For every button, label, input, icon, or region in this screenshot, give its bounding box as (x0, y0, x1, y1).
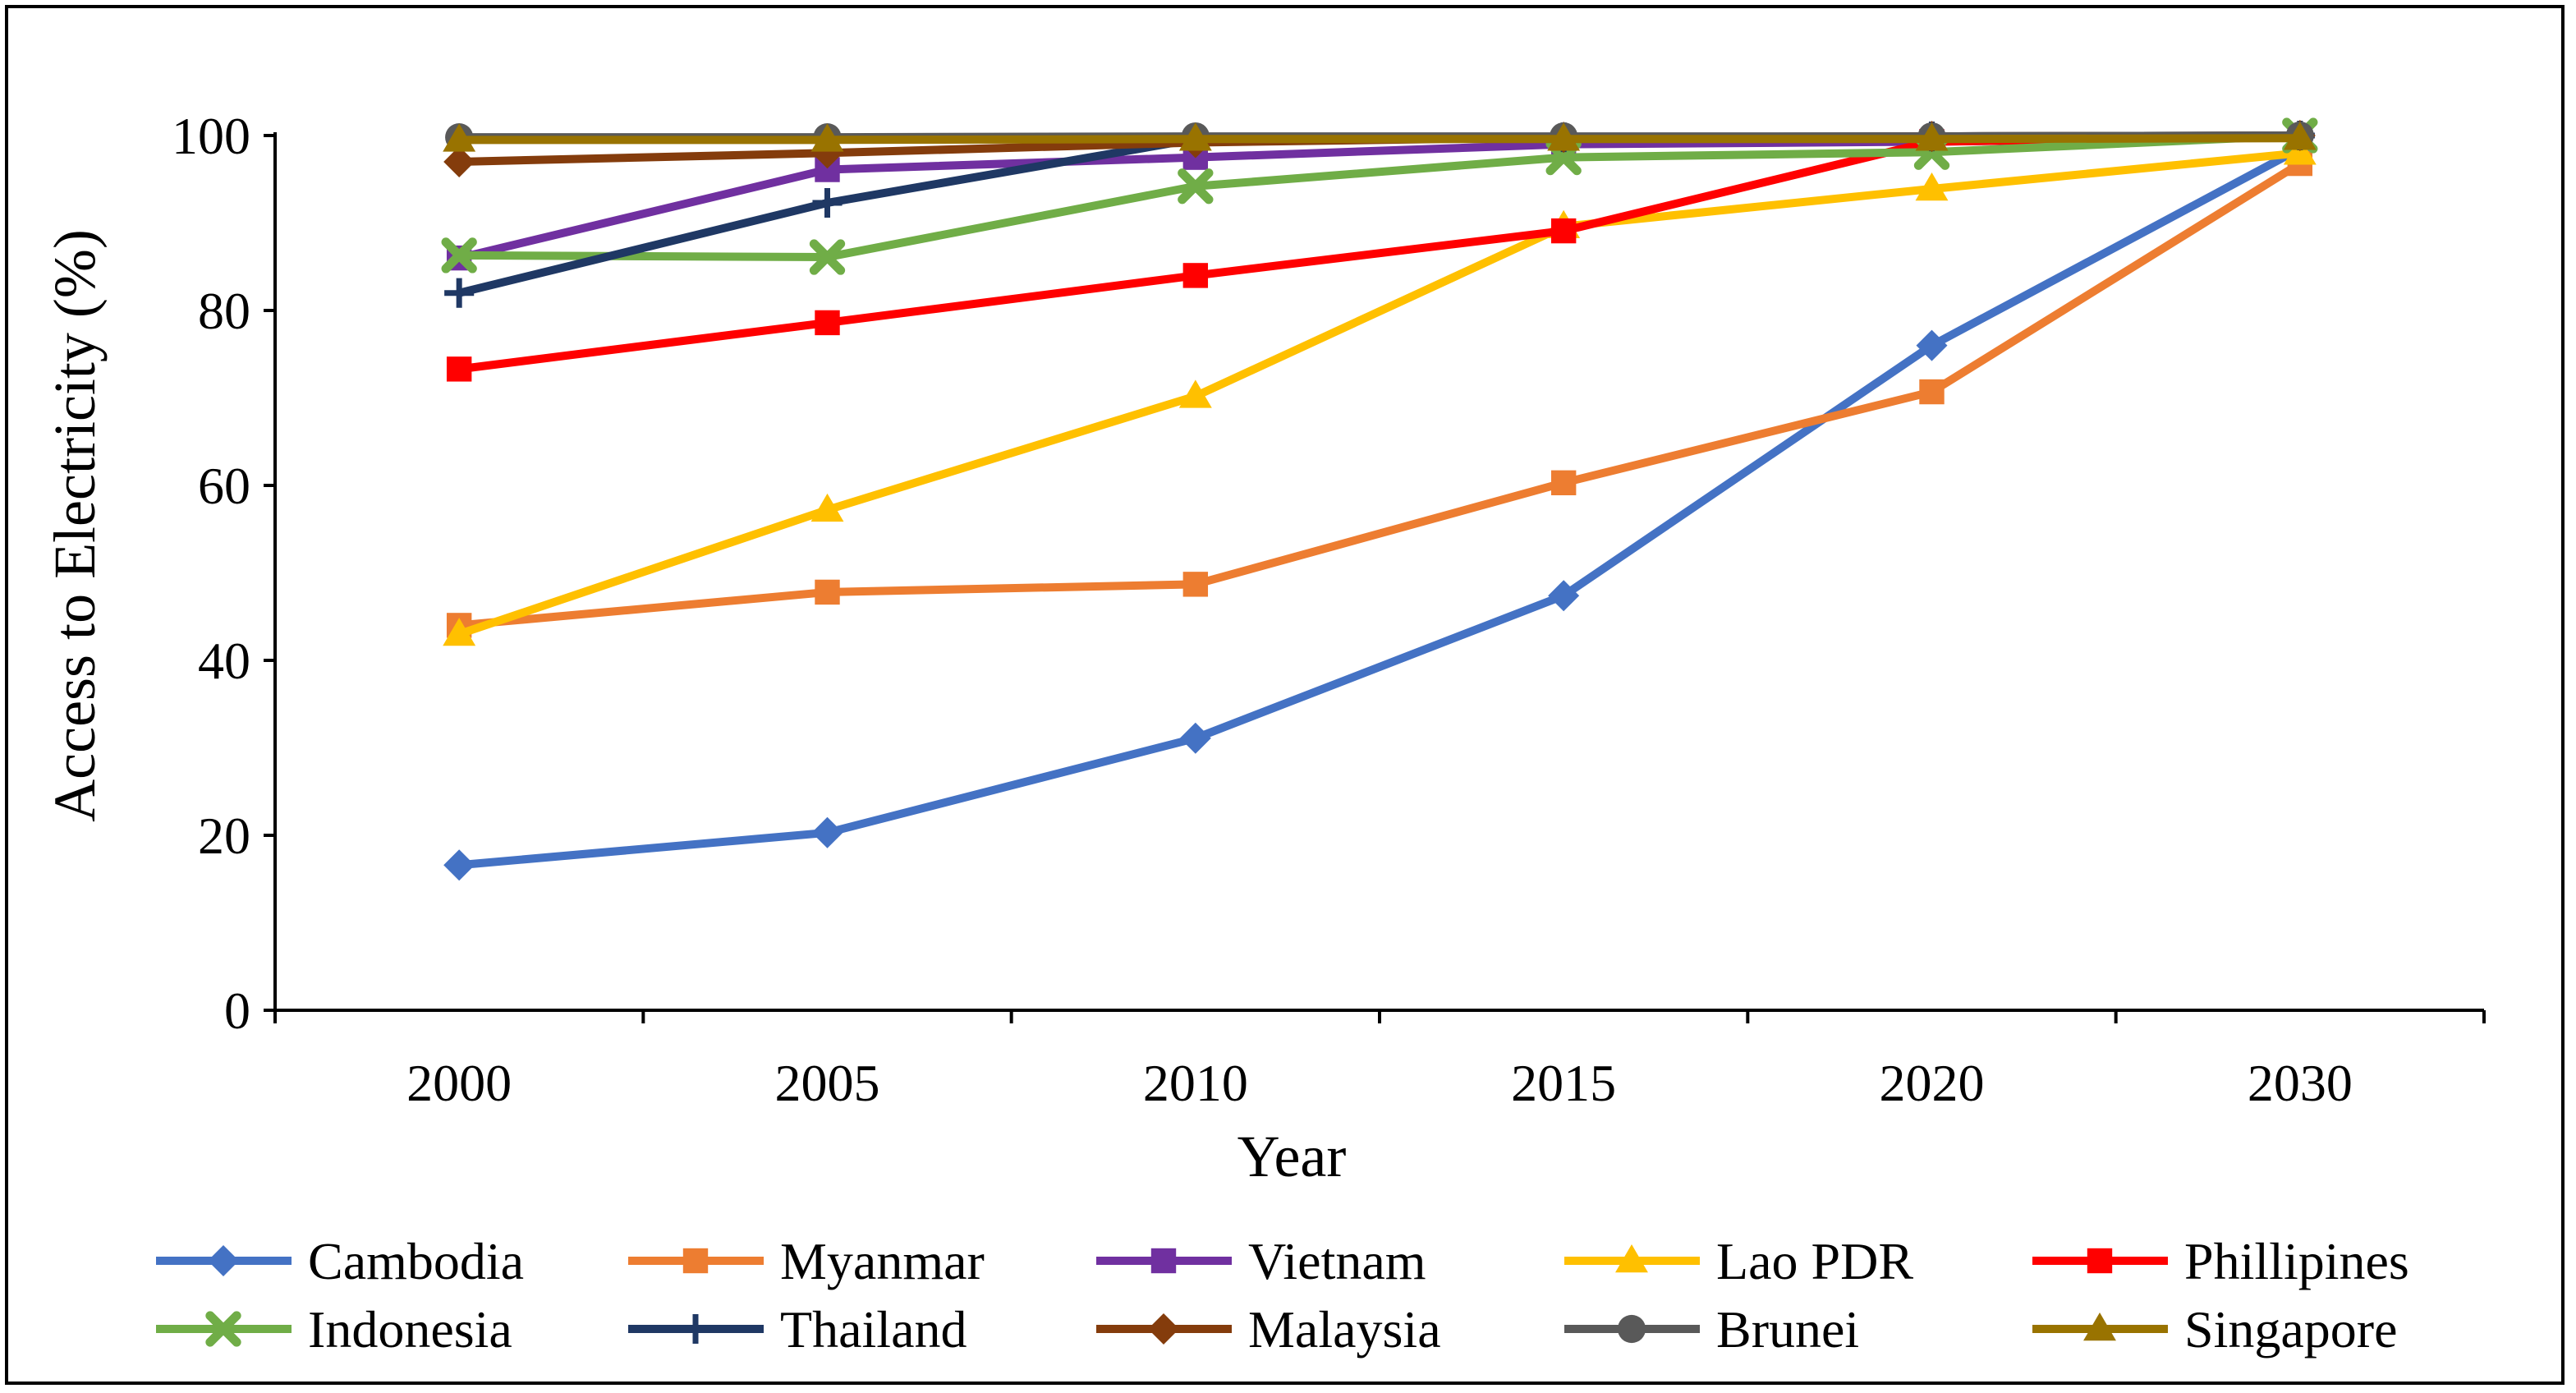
data-point-cambodia (811, 816, 843, 848)
data-point-singapore (810, 123, 844, 152)
x-tick-label: 2015 (1511, 1054, 1616, 1112)
x-tick-label: 2030 (2248, 1054, 2353, 1112)
data-point-phillipines (1550, 218, 1577, 244)
data-point-singapore (1547, 122, 1581, 151)
legend-item-indonesia: Indonesia (156, 1300, 512, 1359)
data-point-thailand (812, 187, 843, 218)
data-point-lao-pdr (1178, 379, 1212, 408)
legend-marker (205, 1311, 241, 1347)
data-point-singapore (1915, 122, 1949, 151)
series-cambodia (443, 132, 2316, 881)
data-point-singapore (1178, 122, 1212, 151)
legend-marker (680, 1313, 711, 1345)
legend-marker (1615, 1244, 1648, 1273)
series-myanmar (446, 150, 2313, 638)
legend-item-phillipines: Phillipines (2032, 1232, 2409, 1290)
legend-item-brunei: Brunei (1564, 1300, 1859, 1359)
legend-marker (1617, 1314, 1646, 1344)
data-point-indonesia (441, 237, 477, 274)
legend-marker (682, 1248, 709, 1274)
y-axis-title: Access to Electricity (%) (42, 229, 108, 822)
x-tick-label: 2010 (1143, 1054, 1248, 1112)
data-point-cambodia (1179, 722, 1211, 754)
legend-label: Thailand (780, 1300, 967, 1359)
legend-marker (208, 1245, 239, 1276)
legend-label: Singapore (2184, 1300, 2398, 1359)
data-point-phillipines (1182, 263, 1209, 288)
data-point-indonesia (1178, 168, 1214, 205)
data-point-cambodia (443, 849, 475, 881)
series-line-cambodia (458, 145, 2303, 870)
legend-label: Brunei (1716, 1300, 1859, 1359)
x-axis-title: Year (1237, 1124, 1347, 1189)
legend-label: Indonesia (308, 1300, 512, 1359)
series-lao-pdr (443, 136, 2317, 646)
data-point-lao-pdr (443, 618, 476, 646)
legend-label: Phillipines (2184, 1232, 2409, 1290)
series-line-myanmar (458, 159, 2303, 630)
y-tick-label: 40 (198, 632, 250, 690)
data-point-myanmar (1550, 470, 1577, 496)
data-point-myanmar (1182, 572, 1209, 597)
legend-item-malaysia: Malaysia (1096, 1300, 1441, 1359)
data-point-phillipines (446, 356, 472, 382)
legend-label: Myanmar (780, 1232, 985, 1290)
legend-marker (2083, 1313, 2116, 1341)
legend-item-singapore: Singapore (2032, 1300, 2398, 1359)
data-point-indonesia (809, 239, 846, 275)
legend-label: Malaysia (1248, 1300, 1441, 1359)
legend-item-myanmar: Myanmar (628, 1232, 985, 1290)
series-line-indonesia (459, 131, 2301, 262)
series-singapore (443, 122, 2317, 152)
data-point-malaysia (443, 145, 475, 177)
legend-item-thailand: Thailand (628, 1300, 967, 1359)
data-point-singapore (443, 123, 476, 152)
data-point-cambodia (1548, 580, 1580, 612)
y-tick-label: 60 (198, 457, 250, 515)
x-tick-label: 2005 (775, 1054, 880, 1112)
series-line-singapore (459, 134, 2300, 145)
legend-item-lao-pdr: Lao PDR (1564, 1232, 1913, 1290)
data-point-lao-pdr (810, 493, 844, 522)
data-point-myanmar (1919, 379, 1945, 405)
legend-marker (1148, 1313, 1179, 1345)
legend-item-cambodia: Cambodia (156, 1232, 524, 1290)
data-point-cambodia (1916, 329, 1948, 361)
legend: Cambodia Myanmar Vietnam Lao PDR Phillipines… (156, 1232, 2409, 1359)
legend-marker (2087, 1248, 2113, 1274)
legend-label: Vietnam (1248, 1232, 1426, 1290)
x-tick-label: 2020 (1880, 1054, 1985, 1112)
y-tick-label: 20 (198, 807, 250, 865)
y-tick-label: 0 (224, 982, 250, 1040)
y-tick-label: 100 (172, 107, 250, 165)
plot-area: 0 20 40 60 80 100 2000 2005 2010 2015 2020 2030 (172, 107, 2486, 1112)
legend-marker (1150, 1248, 1177, 1274)
series-line-lao-pdr (457, 149, 2301, 638)
legend-label: Lao PDR (1716, 1232, 1913, 1290)
data-point-singapore (2283, 122, 2317, 150)
y-tick-label: 80 (198, 282, 250, 340)
legend-label: Cambodia (308, 1232, 524, 1290)
data-point-phillipines (815, 310, 840, 336)
data-point-myanmar (815, 579, 840, 605)
data-point-lao-pdr (1915, 172, 1949, 201)
data-point-thailand (444, 278, 475, 308)
x-tick-label: 2000 (406, 1054, 512, 1112)
legend-item-vietnam: Vietnam (1096, 1232, 1426, 1290)
